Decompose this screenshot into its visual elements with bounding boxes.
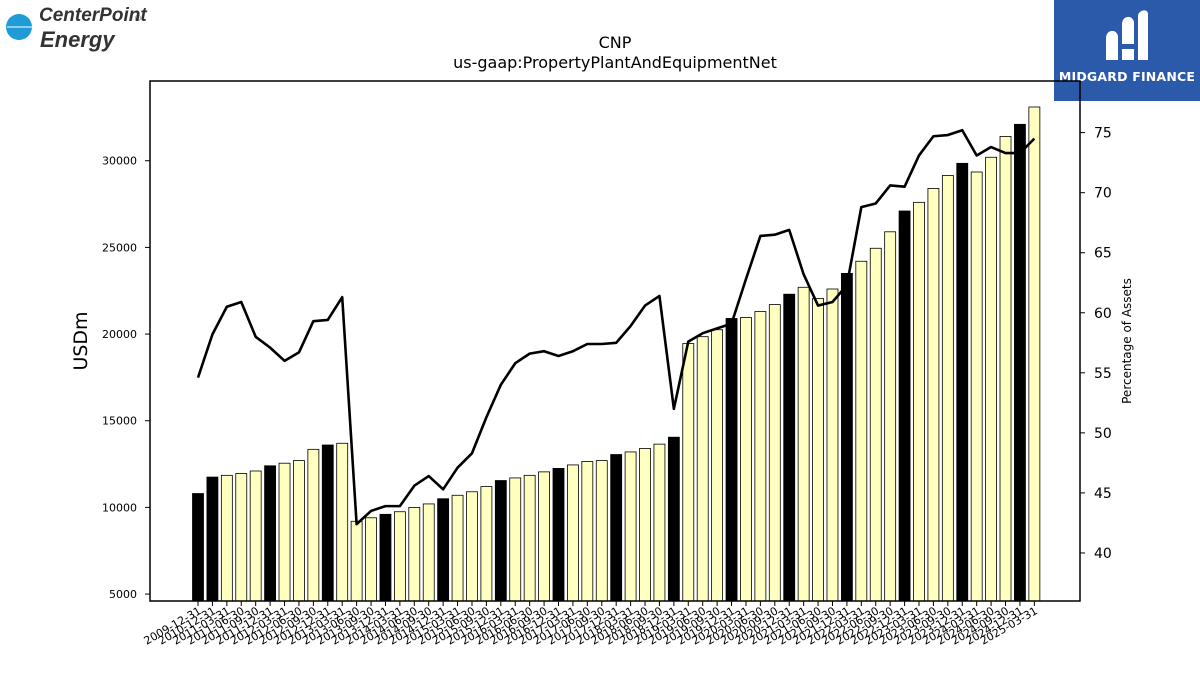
y2-tick-label-75: 75	[1094, 126, 1112, 142]
bar-2018-12-31	[711, 329, 724, 602]
centerpoint-logo-graphic: CenterPoint ® Energy	[6, 5, 147, 52]
bar-2015-03-31	[494, 480, 507, 602]
y-axis-left: 5000 10000 15000 20000 25000 30000	[102, 155, 150, 601]
percentage-of-assets-line	[196, 128, 1036, 526]
logo-line1: CenterPoint	[39, 5, 147, 26]
bar-2020-09-30	[812, 298, 824, 602]
bar-2013-03-31	[379, 513, 392, 602]
bar-2011-12-31	[307, 448, 320, 602]
bar-2022-03-31	[898, 210, 911, 602]
y2-tick-label-40: 40	[1094, 546, 1112, 562]
bar-2021-03-31	[841, 272, 853, 602]
bar-2011-03-31	[264, 465, 277, 602]
bar-2022-06-30	[913, 201, 925, 602]
bar-2023-03-31	[956, 162, 969, 602]
bar-2017-09-30	[639, 448, 651, 602]
y2-tick-label-70: 70	[1094, 186, 1112, 202]
y2-tick-label-65: 65	[1094, 246, 1112, 262]
y-tick-label-15000: 15000	[102, 415, 137, 428]
x-axis: 2009-12-312010-12-312011-03-312011-06-30…	[142, 601, 1040, 648]
midgard-finance-badge: MIDGARD FINANCE	[1054, 0, 1200, 101]
bar-2021-06-30	[855, 260, 868, 602]
bar-2019-06-30	[740, 317, 752, 602]
bar-2021-09-30	[869, 247, 882, 602]
bar-2020-12-31	[826, 288, 839, 602]
midgard-logo-icon	[1106, 10, 1148, 60]
bar-2009-12-31	[192, 493, 204, 602]
bar-2012-12-31	[365, 517, 377, 602]
y2-tick-label-60: 60	[1094, 306, 1112, 322]
logo-line2: Energy	[40, 27, 116, 52]
y2-tick-label-50: 50	[1094, 426, 1112, 442]
bar-2018-06-30	[682, 343, 695, 602]
y-tick-label-30000: 30000	[102, 155, 137, 168]
y-tick-label-10000: 10000	[102, 501, 137, 514]
bar-2022-09-30	[927, 188, 940, 602]
bar-2010-06-30	[220, 474, 233, 602]
bar-2017-12-31	[653, 443, 666, 602]
bar-2024-03-31	[1014, 123, 1026, 602]
bar-2010-09-30	[235, 473, 248, 602]
y-axis-label: USDm	[70, 311, 92, 370]
bar-2015-09-30	[523, 474, 536, 602]
logo-mark: ®	[135, 14, 141, 23]
y2-tick-label-55: 55	[1094, 366, 1112, 382]
bar-2022-12-31	[941, 175, 954, 602]
y-tick-label-5000: 5000	[109, 588, 137, 601]
bar-2016-06-30	[567, 464, 579, 602]
bar-2016-12-31	[595, 460, 608, 602]
bar-2019-12-31	[768, 304, 781, 602]
bar-2023-09-30	[985, 156, 997, 602]
bar-2023-06-30	[970, 171, 983, 602]
bar-2017-06-30	[624, 451, 637, 602]
bar-2021-12-31	[884, 231, 897, 602]
bar-2016-03-31	[552, 467, 565, 602]
bar-2015-12-31	[538, 471, 550, 602]
bar-2023-12-31	[999, 136, 1012, 602]
bar-2019-03-31	[725, 318, 738, 602]
bar-2014-03-31	[437, 498, 450, 602]
bar-2020-03-31	[783, 293, 796, 602]
bar-2014-06-30	[451, 494, 464, 602]
bar-2017-03-31	[610, 454, 623, 602]
bar-2020-06-30	[797, 286, 810, 602]
y-tick-label-25000: 25000	[102, 241, 137, 254]
centerpoint-energy-logo: CenterPoint ® Energy	[4, 4, 154, 56]
bar-2011-09-30	[293, 460, 305, 602]
bar-2018-09-30	[696, 336, 709, 602]
bar-2013-12-31	[422, 503, 435, 602]
chart-title: CNP	[598, 33, 632, 52]
bar-2014-09-30	[466, 491, 478, 602]
bar-2012-09-30	[350, 520, 363, 602]
bar-2013-06-30	[393, 511, 406, 602]
bar-2011-06-30	[278, 462, 291, 602]
bar-2015-06-30	[509, 477, 522, 602]
y-tick-label-20000: 20000	[102, 328, 137, 341]
bar-2018-03-31	[667, 436, 680, 602]
y2-axis-label: Percentage of Assets	[1120, 278, 1134, 404]
bar-2014-12-31	[480, 486, 493, 602]
plot-frame	[149, 80, 1081, 602]
bar-2012-03-31	[321, 444, 334, 602]
bar-2010-03-31	[206, 476, 219, 602]
brand-name: MIDGARD FINANCE	[1058, 69, 1196, 84]
bar-2024-06-30	[1028, 106, 1041, 602]
bar-2010-12-31	[249, 470, 262, 602]
bar-2016-09-30	[581, 461, 594, 602]
bar-2012-06-30	[336, 442, 349, 602]
y-axis-right: 40 45 50 55 60 65 70 75	[1080, 126, 1112, 562]
chart-subtitle: us-gaap:PropertyPlantAndEquipmentNet	[453, 53, 777, 72]
y2-tick-label-45: 45	[1094, 486, 1112, 502]
bar-series	[192, 106, 1041, 602]
bar-2013-09-30	[408, 506, 421, 602]
line-series	[196, 128, 1036, 526]
bar-2019-09-30	[754, 311, 767, 602]
